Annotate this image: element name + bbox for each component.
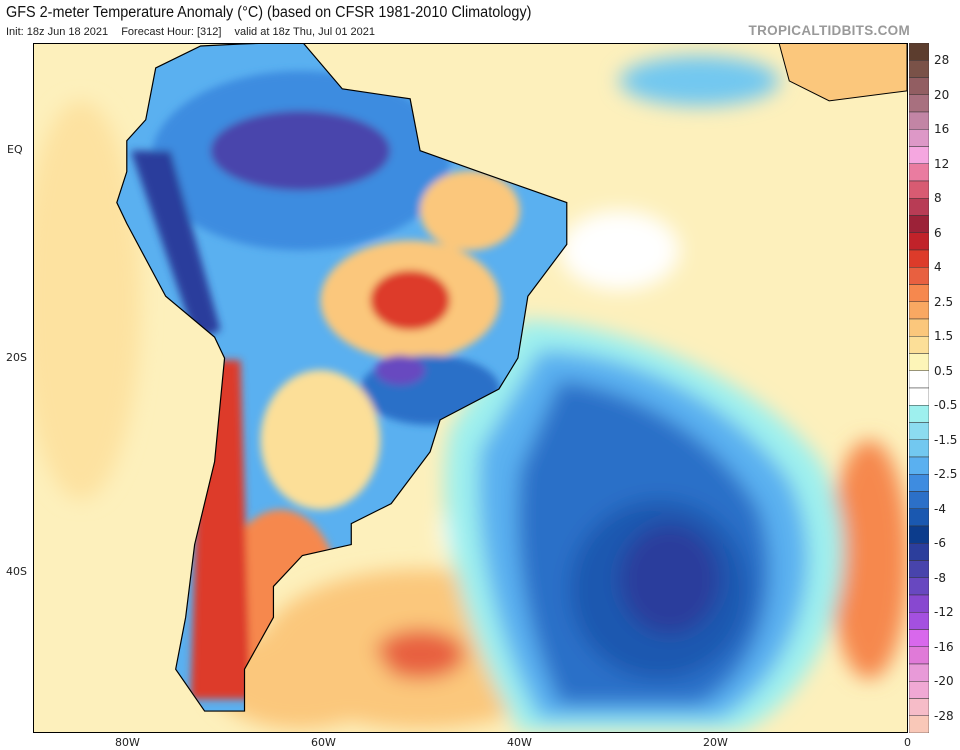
colorbar-bin xyxy=(909,594,929,613)
colorbar-bin xyxy=(909,180,929,199)
colorbar-label: -4 xyxy=(934,501,946,516)
ocean-anomalies xyxy=(34,55,907,732)
colorbar-label: 20 xyxy=(934,87,950,102)
colorbar-bin xyxy=(909,318,929,337)
africa-coast xyxy=(778,44,907,102)
colorbar-bin xyxy=(909,681,929,699)
map-title: GFS 2-meter Temperature Anomaly (°C) (ba… xyxy=(6,4,532,21)
colorbar-bin xyxy=(909,387,929,406)
colorbar-bin xyxy=(909,525,929,544)
lat-label-20s: 20S xyxy=(6,351,27,364)
colorbar-bin xyxy=(909,577,929,596)
init-time: Init: 18z Jun 18 2021 xyxy=(6,26,109,38)
colorbar-label: 8 xyxy=(934,191,942,206)
colorbar-bin xyxy=(909,612,929,630)
colorbar-bin xyxy=(909,249,929,268)
colorbar-label: 6 xyxy=(934,225,942,240)
colorbar-bin xyxy=(909,301,929,320)
colorbar-bin xyxy=(909,43,929,61)
colorbar-bin xyxy=(909,560,929,578)
map-subtitle: Init: 18z Jun 18 2021 Forecast Hour: [31… xyxy=(6,26,385,38)
colorbar-bin xyxy=(909,698,929,716)
lon-label-60w: 60W xyxy=(311,736,336,749)
colorbar-bin xyxy=(909,146,929,164)
colorbar-bin xyxy=(909,663,929,682)
colorbar-bin xyxy=(909,163,929,182)
forecast-hour: Forecast Hour: [312] xyxy=(121,26,222,38)
colorbar-label: -0.5 xyxy=(934,398,958,413)
colorbar-label: 12 xyxy=(934,156,950,171)
colorbar-bin xyxy=(909,129,929,147)
colorbar-bin xyxy=(909,198,929,216)
colorbar-label: -28 xyxy=(934,708,954,723)
temperature-anomaly-map xyxy=(33,43,908,733)
colorbar-label: 28 xyxy=(934,53,950,68)
colorbar-bin xyxy=(909,508,929,527)
colorbar-bin xyxy=(909,284,929,302)
colorbar-bin xyxy=(909,94,929,113)
colorbar-bin xyxy=(909,456,929,475)
colorbar-bin xyxy=(909,370,929,389)
colorbar-label: 0.5 xyxy=(934,363,954,378)
colorbar-label: -2.5 xyxy=(934,467,958,482)
colorbar-bin xyxy=(909,60,929,78)
colorbar-bin xyxy=(909,405,929,423)
colorbar-bin xyxy=(909,215,929,233)
colorbar-bin xyxy=(909,715,929,733)
colorbar-bin xyxy=(909,77,929,95)
colorbar-bin xyxy=(909,543,929,561)
site-watermark: TROPICALTIDBITS.COM xyxy=(748,23,910,38)
colorbar-label: 1.5 xyxy=(934,329,954,344)
lat-label-40s: 40S xyxy=(6,565,27,578)
colorbar-bin xyxy=(909,422,929,440)
colorbar-bin xyxy=(909,646,929,665)
colorbar-bin xyxy=(909,111,929,130)
valid-time: valid at 18z Thu, Jul 01 2021 xyxy=(234,26,375,38)
lat-label-eq: EQ xyxy=(7,143,23,156)
colorbar-label: -16 xyxy=(934,639,954,654)
colorbar-label: 4 xyxy=(934,260,942,275)
lon-label-40w: 40W xyxy=(507,736,532,749)
colorbar-bin xyxy=(909,491,929,509)
colorbar-label: -20 xyxy=(934,674,954,689)
colorbar-bin xyxy=(909,439,929,458)
colorbar-label: -12 xyxy=(934,605,954,620)
lon-label-20w: 20W xyxy=(703,736,728,749)
colorbar-label: 16 xyxy=(934,122,950,137)
colorbar-label: -1.5 xyxy=(934,432,958,447)
colorbar-label: 2.5 xyxy=(934,294,954,309)
colorbar xyxy=(909,43,929,733)
colorbar-bin xyxy=(909,474,929,492)
colorbar-label: -8 xyxy=(934,570,946,585)
colorbar-bin xyxy=(909,353,929,371)
colorbar-bin xyxy=(909,629,929,647)
colorbar-bin xyxy=(909,267,929,285)
colorbar-bin xyxy=(909,336,929,354)
colorbar-label: -6 xyxy=(934,536,946,551)
lon-label-0: 0 xyxy=(904,736,911,749)
colorbar-bin xyxy=(909,232,929,251)
lon-label-80w: 80W xyxy=(115,736,140,749)
